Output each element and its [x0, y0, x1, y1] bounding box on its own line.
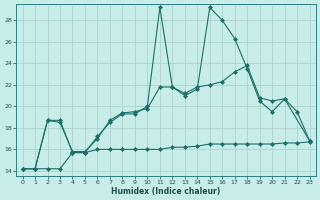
X-axis label: Humidex (Indice chaleur): Humidex (Indice chaleur): [111, 187, 221, 196]
